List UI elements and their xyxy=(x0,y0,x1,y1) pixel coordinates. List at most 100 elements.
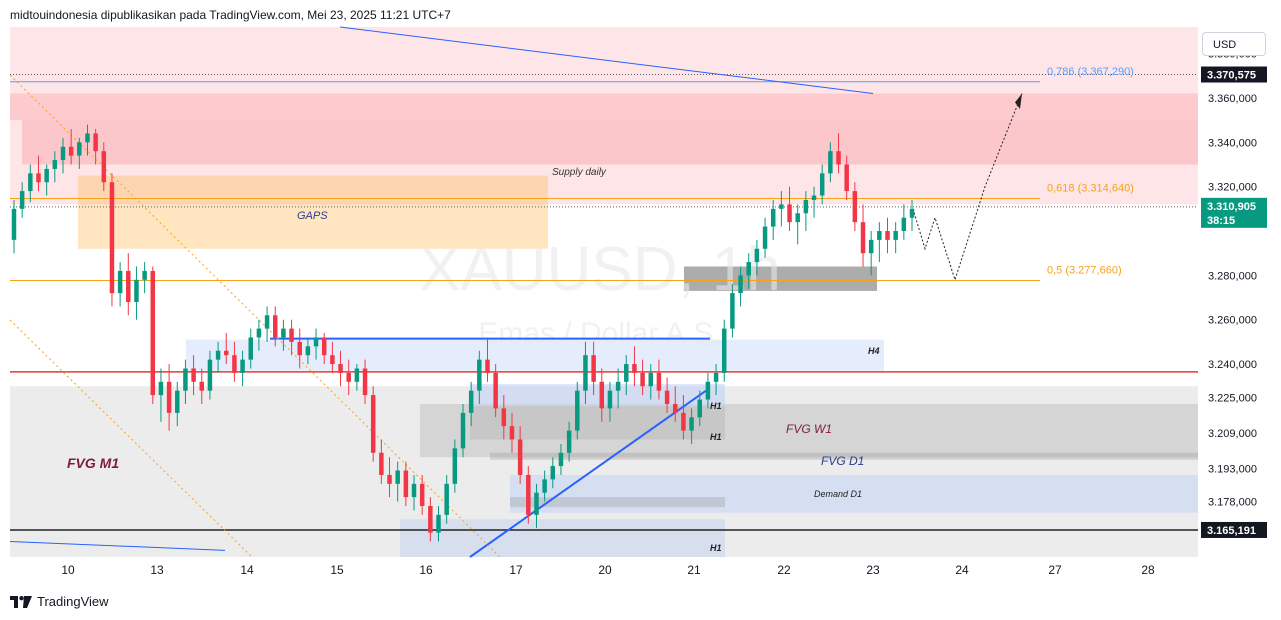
candle[interactable] xyxy=(828,142,833,183)
chart-area[interactable]: XAUUSD, 1h Emas / Dollar A.S. 0,786 (3.3… xyxy=(0,25,1281,585)
candle[interactable] xyxy=(142,262,147,294)
candle[interactable] xyxy=(403,461,409,506)
candle[interactable] xyxy=(346,359,351,396)
candle[interactable] xyxy=(615,368,621,409)
candle[interactable] xyxy=(411,474,417,511)
candle[interactable] xyxy=(721,319,727,382)
candle[interactable] xyxy=(901,204,907,240)
candle[interactable] xyxy=(395,461,400,502)
uptrend-line[interactable] xyxy=(469,389,707,558)
candle[interactable] xyxy=(354,364,360,391)
candle[interactable] xyxy=(19,182,25,218)
candle[interactable] xyxy=(248,328,253,369)
candle[interactable] xyxy=(117,262,123,307)
candle[interactable] xyxy=(150,266,156,404)
candle[interactable] xyxy=(321,333,327,365)
candle[interactable] xyxy=(664,377,670,413)
candle[interactable] xyxy=(370,386,376,462)
candle[interactable] xyxy=(779,191,784,227)
candle[interactable] xyxy=(362,359,368,404)
candle[interactable] xyxy=(493,364,498,418)
candle[interactable] xyxy=(215,341,221,373)
candle[interactable] xyxy=(460,403,466,458)
candle[interactable] xyxy=(656,359,662,400)
downtrend-line-lower[interactable] xyxy=(9,540,226,551)
candle[interactable] xyxy=(526,466,531,524)
candle[interactable] xyxy=(624,355,629,396)
candle[interactable] xyxy=(509,412,515,453)
candle[interactable] xyxy=(803,191,809,232)
candle[interactable] xyxy=(419,474,425,515)
candle[interactable] xyxy=(224,333,229,365)
candle[interactable] xyxy=(175,381,180,427)
candle[interactable] xyxy=(501,395,507,440)
candle[interactable] xyxy=(844,155,849,200)
candle[interactable] xyxy=(191,355,196,396)
candle[interactable] xyxy=(387,457,392,498)
candle[interactable] xyxy=(256,319,262,351)
candle[interactable] xyxy=(689,408,694,444)
candle[interactable] xyxy=(272,306,278,347)
candle[interactable] xyxy=(28,164,33,203)
candle[interactable] xyxy=(811,186,817,218)
candle[interactable] xyxy=(836,133,841,174)
candle[interactable] xyxy=(517,426,523,484)
candle[interactable] xyxy=(101,142,107,192)
candle[interactable] xyxy=(640,359,645,396)
candle[interactable] xyxy=(207,350,213,400)
candle[interactable] xyxy=(77,137,82,169)
candle[interactable] xyxy=(566,421,572,462)
candle[interactable] xyxy=(583,341,588,404)
candle[interactable] xyxy=(297,328,302,369)
candle[interactable] xyxy=(697,390,702,427)
candle[interactable] xyxy=(770,199,776,240)
candle[interactable] xyxy=(93,129,98,165)
candle[interactable] xyxy=(68,129,74,165)
candle[interactable] xyxy=(893,222,898,254)
candle[interactable] xyxy=(428,497,433,542)
candle[interactable] xyxy=(477,350,482,404)
candle[interactable] xyxy=(681,395,686,440)
candle[interactable] xyxy=(85,124,90,156)
price-box-low[interactable] xyxy=(1201,521,1267,538)
candle[interactable] xyxy=(558,443,564,475)
candle[interactable] xyxy=(313,328,319,360)
candle[interactable] xyxy=(36,155,41,192)
candle[interactable] xyxy=(762,217,768,258)
candle[interactable] xyxy=(860,204,866,267)
candle[interactable] xyxy=(754,239,760,276)
candle[interactable] xyxy=(607,381,613,422)
candle[interactable] xyxy=(550,457,556,489)
downtrend-line-upper[interactable] xyxy=(339,26,874,95)
footer-brand[interactable]: TradingView xyxy=(10,594,109,609)
candle[interactable] xyxy=(452,439,458,493)
candle[interactable] xyxy=(166,364,172,431)
candle[interactable] xyxy=(183,359,188,404)
candle[interactable] xyxy=(240,350,245,387)
candle[interactable] xyxy=(542,470,547,502)
candle[interactable] xyxy=(632,346,637,387)
candle[interactable] xyxy=(305,337,311,365)
candle[interactable] xyxy=(44,164,49,196)
candle[interactable] xyxy=(795,204,800,245)
candle[interactable] xyxy=(787,186,792,232)
candle[interactable] xyxy=(705,372,711,409)
candle[interactable] xyxy=(436,505,441,542)
candle[interactable] xyxy=(264,306,270,342)
candle[interactable] xyxy=(868,231,874,276)
candle[interactable] xyxy=(60,137,66,174)
candle[interactable] xyxy=(738,266,743,307)
candle[interactable] xyxy=(852,182,858,232)
candle[interactable] xyxy=(52,151,58,183)
candle[interactable] xyxy=(485,337,490,382)
candle[interactable] xyxy=(599,368,605,422)
candle[interactable] xyxy=(11,199,17,254)
price-box-high[interactable] xyxy=(1201,66,1267,83)
candle[interactable] xyxy=(575,381,580,440)
candle[interactable] xyxy=(126,253,131,316)
candle[interactable] xyxy=(134,266,139,320)
candle[interactable] xyxy=(379,439,384,484)
candle[interactable] xyxy=(158,368,164,422)
candle[interactable] xyxy=(338,350,343,387)
candle[interactable] xyxy=(819,164,825,205)
